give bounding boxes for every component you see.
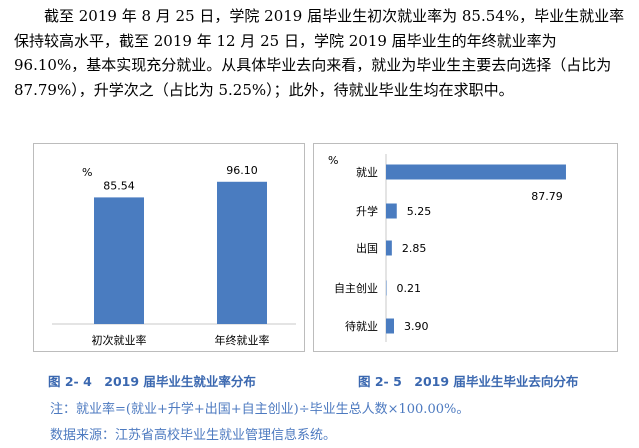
figure-caption-2-4: 图 2- 4 2019 届毕业生就业率分布: [48, 374, 256, 389]
unit-label: %: [82, 166, 92, 179]
bar-1: [386, 164, 566, 180]
bar-value-label: 2.85: [402, 242, 427, 255]
bar-value-label: 96.10: [226, 164, 258, 177]
bar-3: [386, 240, 392, 256]
category-label: 自主创业: [334, 282, 378, 295]
paragraph-text: 截至 2019 年 8 月 25 日，学院 2019 届毕业生初次就业率为 85…: [14, 7, 625, 99]
bar-value-label: 5.25: [407, 205, 432, 218]
bar-5: [386, 318, 394, 334]
destination-chart: % 就业 87.79 升学 5.25 出国 2.85 自主创业 0.21 待就业 3.90: [313, 143, 618, 352]
employment-rate-chart-svg: % 85.54 初次就业率 96.10 年终就业率: [52, 164, 296, 347]
category-label: 出国: [356, 241, 378, 255]
category-label: 就业: [356, 165, 378, 179]
employment-rate-chart: % 85.54 初次就业率 96.10 年终就业率: [33, 143, 305, 352]
bar-value-label: 3.90: [404, 320, 429, 333]
unit-label: %: [328, 154, 338, 167]
category-label: 初次就业率: [92, 333, 147, 347]
bar-value-label: 85.54: [103, 179, 135, 192]
category-label: 待就业: [345, 319, 378, 333]
destination-chart-svg: % 就业 87.79 升学 5.25 出国 2.85 自主创业 0.21 待就业 3.90: [328, 154, 566, 342]
bar-2: [217, 181, 267, 324]
figure-caption-2-5: 图 2- 5 2019 届毕业生毕业去向分布: [358, 374, 579, 389]
bar-2: [386, 203, 397, 219]
bar-value-label: 87.79: [531, 190, 563, 203]
bar-value-label: 0.21: [397, 282, 422, 295]
intro-paragraph: 截至 2019 年 8 月 25 日，学院 2019 届毕业生初次就业率为 85…: [14, 4, 632, 102]
bar-1: [94, 197, 144, 324]
bar-4: [386, 280, 387, 296]
footnote: 注：就业率=(就业+升学+出国+自主创业)÷毕业生总人数×100.00%。: [50, 402, 470, 417]
category-label: 升学: [356, 204, 378, 218]
category-label: 年终就业率: [215, 333, 270, 347]
data-source-note: 数据来源：江苏省高校毕业生就业管理信息系统。: [50, 428, 337, 443]
